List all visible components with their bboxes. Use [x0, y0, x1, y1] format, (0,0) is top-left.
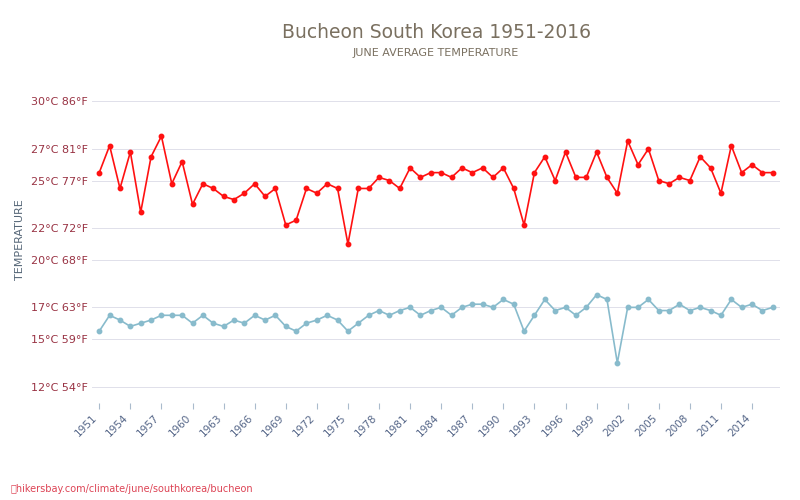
Text: Bucheon South Korea 1951-2016: Bucheon South Korea 1951-2016 [282, 22, 590, 42]
Text: JUNE AVERAGE TEMPERATURE: JUNE AVERAGE TEMPERATURE [353, 48, 519, 58]
Y-axis label: TEMPERATURE: TEMPERATURE [15, 200, 25, 280]
Text: 📍hikersbay.com/climate/june/southkorea/bucheon: 📍hikersbay.com/climate/june/southkorea/b… [10, 484, 253, 494]
